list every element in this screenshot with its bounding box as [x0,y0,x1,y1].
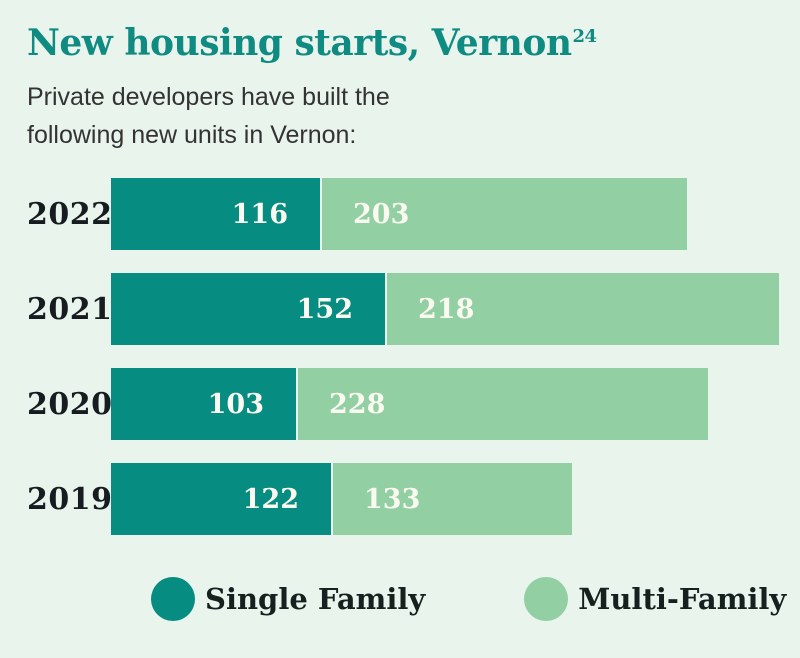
bar-segment-single-family: 122 [111,463,331,535]
bar-chart: 2022 116 203 2021 152 218 2020 103 228 2019 122 133 [0,178,800,535]
bar-segment-single-family: 116 [111,178,320,250]
page-title: New housing starts, Vernon24 [27,20,800,66]
bar-value-label: 103 [207,388,264,420]
legend-swatch-icon [151,577,195,621]
subtitle: Private developers have built the follow… [27,78,800,154]
bar-segment-multi-family: 133 [333,463,572,535]
year-label: 2019 [27,481,113,517]
legend-swatch-icon [524,577,569,621]
chart-row-2021: 2021 152 218 [0,273,800,345]
bar-segment-single-family: 103 [111,368,296,440]
bar-value-label: 133 [364,483,421,515]
chart-row-2022: 2022 116 203 [0,178,800,250]
subtitle-line-1: Private developers have built the [27,83,390,111]
chart-row-2020: 2020 103 228 [0,368,800,440]
year-label: 2020 [27,386,113,422]
bar-value-label: 228 [329,388,386,420]
header: New housing starts, Vernon24 Private dev… [0,20,800,154]
legend-item-multi-family: Multi-Family [524,577,786,621]
page-title-text: New housing starts, Vernon [27,22,572,64]
year-label: 2022 [27,196,113,232]
bar-segment-multi-family: 228 [298,368,708,440]
footnote-marker: 24 [572,26,598,47]
legend: Single Family Multi-Family [151,577,800,621]
bar-value-label: 203 [353,198,410,230]
bar-value-label: 152 [296,293,353,325]
bar-value-label: 122 [242,483,299,515]
bar-segment-multi-family: 203 [322,178,687,250]
legend-label: Single Family [205,582,426,616]
legend-label: Multi-Family [578,582,787,616]
bar-value-label: 218 [418,293,475,325]
bar-segment-multi-family: 218 [387,273,779,345]
chart-row-2019: 2019 122 133 [0,463,800,535]
bar-value-label: 116 [231,198,288,230]
subtitle-line-2: following new units in Vernon: [27,121,357,149]
year-label: 2021 [27,291,113,327]
legend-item-single-family: Single Family [151,577,425,621]
bar-segment-single-family: 152 [111,273,385,345]
